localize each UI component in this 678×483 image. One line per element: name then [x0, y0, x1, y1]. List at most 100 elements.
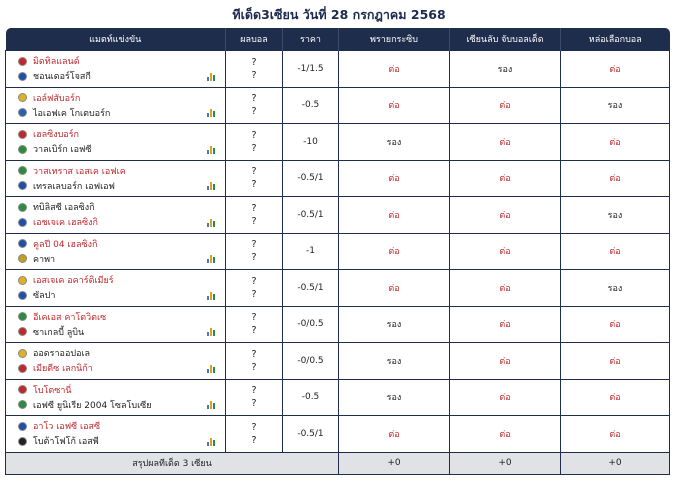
tipster-2-pick: ต่อ [449, 415, 561, 453]
result-cell: ?? [225, 305, 283, 343]
away-team[interactable]: วาลเบิร์ก เอฟซี [18, 142, 225, 157]
away-team-logo-icon [18, 217, 27, 227]
table-row: มิดทิลแลนด์ ชอนเดอร์โจสกี?? -1/1.5 ต่อ รอง ต่… [5, 50, 670, 88]
match-cell: อีเคเอส คาโตวิตเซซาเกลบี้ ลูบิน [5, 305, 226, 343]
home-team-logo-icon [18, 348, 27, 358]
home-team-logo-icon [18, 421, 27, 431]
stats-icon[interactable] [207, 328, 216, 336]
odds-cell: -0.5/1 [282, 196, 339, 234]
table-row: วาสเทราส เอสเค เอฟเค เทรลเลบอร์ก เอฟเอฟ??… [5, 159, 670, 197]
home-team[interactable]: ออดราออปอเล [18, 346, 225, 361]
home-team[interactable]: อาโว เอฟซี เอสซี [18, 419, 225, 434]
match-cell: เอสเจเค อคาร์ดิเมียร์ ซัลปา [5, 269, 226, 307]
home-team[interactable]: มิดทิลแลนด์ [18, 54, 225, 69]
odds-cell: -0.5 [282, 378, 339, 416]
away-team[interactable]: เอฟซี ยูนิเรีย 2004 โซลโบเซีย [18, 397, 225, 412]
away-score: ? [251, 69, 257, 81]
away-team-logo-icon [18, 436, 27, 446]
away-score: ? [251, 142, 257, 154]
home-score: ? [251, 93, 257, 105]
away-team[interactable]: ซัลปา [18, 288, 225, 303]
tipster-2-pick: ต่อ [449, 159, 561, 197]
home-score: ? [251, 56, 257, 68]
home-team[interactable]: เฮลซิงบอร์ก [18, 127, 225, 142]
away-team-name: คาพา [33, 254, 56, 265]
stats-icon[interactable] [207, 72, 216, 81]
home-team[interactable]: ทบิลิสซี เอลซิงกิ [18, 200, 225, 215]
tipster-3-pick: ต่อ [560, 342, 670, 380]
tipster-2-pick: ต่อ [449, 86, 561, 124]
odds-cell: -1/1.5 [282, 50, 339, 88]
home-score: ? [251, 348, 257, 360]
result-cell: ?? [225, 86, 283, 124]
away-team-logo-icon [18, 290, 27, 300]
page-title: ทีเด็ด3เซียน วันที่ 28 กรกฎาคม 2568 [232, 7, 446, 22]
table-row: อีเคเอส คาโตวิตเซ ซาเกลบี้ ลูบิน?? -0/0.5 ร… [5, 305, 670, 343]
table-row: ออดราออปอเล เมียดีซ เลกนิก้า?? -0/0.5 รอง ต่… [5, 342, 670, 380]
tipster-1-pick: ต่อ [338, 50, 450, 88]
away-team[interactable]: ซาเกลบี้ ลูบิน [18, 324, 225, 339]
odds-cell: -10 [282, 123, 339, 161]
home-score: ? [251, 275, 257, 287]
away-score: ? [251, 325, 257, 337]
away-team-name: ชอนเดอร์โจสกี [33, 72, 91, 83]
tipster-2-pick: ต่อ [449, 378, 561, 416]
away-team-logo-icon [18, 254, 27, 264]
home-team[interactable]: คูลปี 04 เฮลซิงกิ [18, 236, 225, 251]
stats-icon[interactable] [207, 364, 216, 373]
stats-icon[interactable] [207, 291, 216, 300]
home-team-name: ทบิลิสซี เอลซิงกิ [33, 203, 95, 214]
stats-icon[interactable] [207, 145, 216, 154]
away-team[interactable]: คาพา [18, 251, 225, 266]
result-cell: ?? [225, 123, 283, 161]
header-tipster-1: พรายกระซิบ [338, 28, 450, 51]
away-team-name: โบต้าโฟโก้ เอสพี [33, 437, 99, 448]
away-team[interactable]: เอชเจเค เฮลซิงกิ [18, 215, 225, 230]
away-team-logo-icon [18, 144, 27, 154]
match-cell: ออดราออปอเล เมียดีซ เลกนิก้า [5, 342, 226, 380]
stats-icon[interactable] [207, 109, 216, 117]
tipster-3-pick: ต่อ [560, 378, 670, 416]
home-team-name: เอสเจเค อคาร์ดิเมียร์ [33, 276, 114, 287]
result-cell: ?? [225, 415, 283, 453]
home-team[interactable]: อีเคเอส คาโตวิตเซ [18, 309, 225, 324]
table-row: เอล์ฟสับอร์ก ไอเอฟเค โกเตบอร์ก?? -0.5 ต่อ ต่… [5, 86, 670, 124]
away-team[interactable]: เทรลเลบอร์ก เอฟเอฟ [18, 178, 225, 193]
stats-icon[interactable] [207, 182, 216, 190]
tipster-3-pick: ต่อ [560, 232, 670, 270]
away-score: ? [251, 252, 257, 264]
away-team-logo-icon [18, 363, 27, 373]
odds-cell: -0.5/1 [282, 415, 339, 453]
tipster-3-pick: ต่อ [560, 50, 670, 88]
home-score: ? [251, 421, 257, 433]
away-team-name: ซาเกลบี้ ลูบิน [33, 327, 85, 338]
odds-cell: -0/0.5 [282, 342, 339, 380]
tipster-3-pick: ต่อ [560, 415, 670, 453]
home-team[interactable]: เอสเจเค อคาร์ดิเมียร์ [18, 273, 225, 288]
tipster-2-pick: ต่อ [449, 123, 561, 161]
tipster-1-pick: รอง [338, 123, 450, 161]
stats-icon[interactable] [207, 255, 216, 263]
away-team[interactable]: ไอเอฟเค โกเตบอร์ก [18, 105, 225, 120]
tipster-1-pick: รอง [338, 378, 450, 416]
stats-icon[interactable] [207, 437, 216, 446]
away-team-logo-icon [18, 71, 27, 81]
result-cell: ?? [225, 159, 283, 197]
header-odds: ราคา [282, 28, 339, 51]
away-team[interactable]: โบต้าโฟโก้ เอสพี [18, 434, 225, 449]
home-team[interactable]: วาสเทราส เอสเค เอฟเค [18, 163, 225, 178]
summary-tipster-1: +0 [338, 451, 450, 475]
away-score: ? [251, 106, 257, 118]
match-cell: มิดทิลแลนด์ชอนเดอร์โจสกี [5, 50, 226, 88]
home-team[interactable]: โบโตซานี่ [18, 382, 225, 397]
match-cell: เอล์ฟสับอร์ก ไอเอฟเค โกเตบอร์ก [5, 86, 226, 124]
home-team-name: เฮลซิงบอร์ก [33, 130, 79, 141]
stats-icon[interactable] [207, 401, 216, 409]
home-team-name: อาโว เอฟซี เอสซี [33, 422, 101, 433]
away-team[interactable]: เมียดีซ เลกนิก้า [18, 361, 225, 376]
stats-icon[interactable] [207, 218, 216, 227]
away-team[interactable]: ชอนเดอร์โจสกี [18, 69, 225, 84]
home-team-logo-icon [18, 239, 27, 249]
home-team[interactable]: เอล์ฟสับอร์ก [18, 90, 225, 105]
home-team-name: โบโตซานี่ [33, 385, 72, 396]
